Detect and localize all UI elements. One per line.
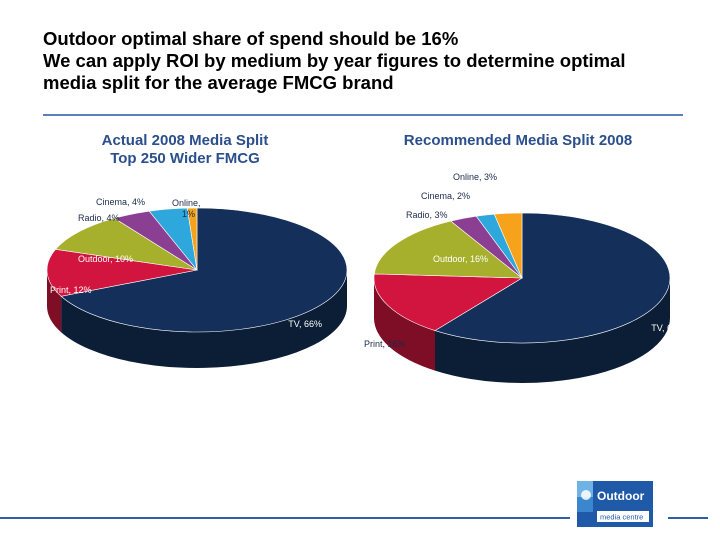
slice-side-tv [61,270,348,369]
charts-area: Actual 2008 Media Split Top 250 Wider FM… [46,132,685,384]
slice-label: Radio, 4% [78,213,120,223]
slice-label: TV, 66% [288,319,322,329]
headline: Outdoor optimal share of spend should be… [43,28,693,94]
slice-label: Cinema, 2% [421,191,470,201]
slice-label: Online, 3% [453,172,497,182]
recommended-2008-pie-chart: Recommended Media Split 2008 TV, 60% Prin… [364,132,685,384]
header-divider [43,114,683,116]
pie-slice-tv [434,212,671,344]
footer-divider-left [0,517,570,519]
slice-side-tv [435,278,670,384]
slice-label: Print, 16% [364,339,406,349]
slice-side-print [374,278,436,371]
slice-label: Outdoor, 16% [433,254,488,264]
slice-label: Print, 12% [50,285,92,295]
logo-wordmark: Outdoor [597,489,645,503]
footer-divider-right [668,517,708,519]
pie-slice-print [373,273,524,331]
pie-slice-tv [60,207,348,333]
logo-subtitle: media centre [600,513,643,522]
pie-slice-online [493,212,523,279]
pie-slice-outdoor [55,217,198,271]
slice-label: Outdoor, 10% [78,254,133,264]
slice-label: TV, 60% [651,323,685,333]
pie-slice-online [186,207,198,271]
slice-side-print [47,270,62,333]
pie-slice-outdoor [373,220,523,279]
pie-subtitle: Top 250 Wider FMCG [110,150,260,167]
headline-line-3: media split for the average FMCG brand [43,72,394,93]
outdoor-media-centre-logo: Outdoor media centre [577,481,653,527]
pie-title: Recommended Media Split 2008 [404,132,632,149]
slice-label: Radio, 3% [406,210,448,220]
slice-label: Cinema, 4% [96,197,145,207]
actual-2008-pie-chart: Actual 2008 Media Split Top 250 Wider FM… [46,132,348,369]
headline-line-1: Outdoor optimal share of spend should be… [43,28,459,49]
pie-title: Actual 2008 Media Split [102,132,269,149]
slice-label: 1% [182,209,195,219]
pie-slice-print [46,248,198,297]
headline-line-2: We can apply ROI by medium by year figur… [43,50,626,71]
slice-label: Online, [172,198,201,208]
